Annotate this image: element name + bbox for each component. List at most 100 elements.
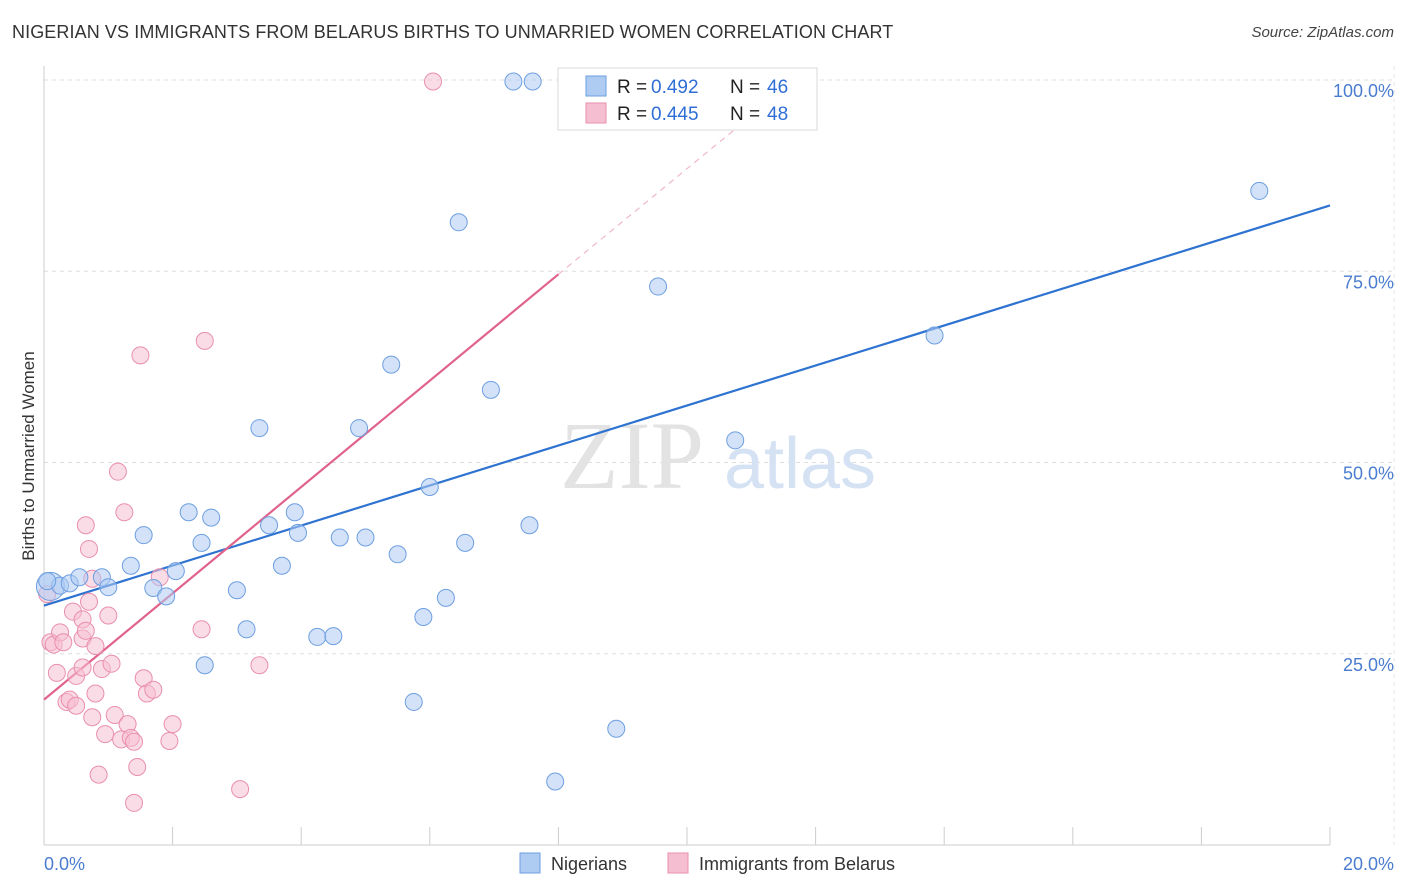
point-nigerians [404,692,423,711]
point-nigerians [420,477,439,496]
point-belarus [86,684,105,703]
point-belarus [231,780,250,799]
point-nigerians [504,72,523,91]
trend-line-blue [43,204,1331,607]
point-belarus [108,462,127,481]
point-nigerians [134,526,153,545]
legend-n-label-1: N = [730,77,760,98]
trend-line-extension-pink [558,110,759,275]
legend-n-value-1: 46 [767,77,788,98]
watermark-atlas: atlas [724,424,876,504]
point-belarus [89,765,108,784]
point-nigerians [288,523,307,542]
point-belarus [54,633,73,652]
point-nigerians [179,503,198,522]
legend-bottom-label-nigerians: Nigerians [551,854,627,874]
series-legend: Nigerians Immigrants from Belarus [519,852,895,874]
grid-lines [44,79,1394,655]
point-nigerians [144,578,163,597]
point-nigerians [157,587,176,606]
point-belarus [424,72,443,91]
point-belarus [83,708,102,727]
x-tick-label-max: 20.0% [1343,854,1394,874]
point-nigerians [414,608,433,627]
point-nigerians [520,516,539,535]
point-nigerians [436,588,455,607]
point-belarus [105,705,124,724]
point-belarus [67,696,86,715]
point-nigerians [237,620,256,639]
legend-bottom-swatch-belarus [667,852,689,874]
point-belarus [99,606,118,625]
point-nigerians [607,719,626,738]
point-nigerians [925,326,944,345]
legend-r-label-1: R = [617,77,647,98]
trend-lines [43,110,1331,701]
point-belarus [80,592,99,611]
point-belarus [76,621,95,640]
point-nigerians [166,562,185,581]
x-tick-labels: 0.0% 20.0% [44,854,1394,874]
point-nigerians [456,533,475,552]
y-tick-label: 25.0% [1343,655,1394,675]
point-nigerians [195,656,214,675]
point-belarus [115,503,134,522]
point-nigerians [382,355,401,374]
point-nigerians [726,431,745,450]
trend-line-pink [43,273,560,701]
legend-n-value-2: 48 [767,104,788,125]
point-nigerians [272,556,291,575]
point-nigerians [260,516,279,535]
point-nigerians [227,581,246,600]
y-axis-label: Births to Unmarried Women [19,351,38,560]
point-nigerians [449,213,468,232]
point-nigerians [330,528,349,547]
legend-r-value-1: 0.492 [651,77,699,98]
y-tick-labels: 25.0% 50.0% 75.0% 100.0% [1333,81,1394,675]
point-belarus [86,637,105,656]
legend-bottom-swatch-nigerians [519,852,541,874]
point-nigerians [121,556,140,575]
data-points [35,72,1269,812]
point-nigerians [192,533,211,552]
point-belarus [163,715,182,734]
x-tick-label-min: 0.0% [44,854,85,874]
point-nigerians [250,419,269,438]
point-nigerians [388,545,407,564]
point-nigerians [202,508,221,527]
correlation-legend: R = 0.492 N = 46 R = 0.445 N = 48 [557,67,818,131]
watermark: ZIP atlas [560,402,876,509]
point-nigerians [481,380,500,399]
point-belarus [125,732,144,751]
point-belarus [125,793,144,812]
point-nigerians [38,572,57,591]
source-credit: Source: ZipAtlas.com [1251,24,1394,41]
point-belarus [131,346,150,365]
point-belarus [195,331,214,350]
point-belarus [144,680,163,699]
point-belarus [47,663,66,682]
point-nigerians [324,627,343,646]
point-nigerians [649,277,668,296]
point-nigerians [308,627,327,646]
point-belarus [128,757,147,776]
point-nigerians [70,568,89,587]
legend-n-label-2: N = [730,104,760,125]
point-belarus [102,654,121,673]
legend-bottom-label-belarus: Immigrants from Belarus [699,854,895,874]
y-tick-label: 100.0% [1333,81,1394,101]
watermark-zip: ZIP [560,402,704,509]
point-belarus [192,620,211,639]
legend-swatch-belarus [585,102,607,124]
legend-r-value-2: 0.445 [651,104,699,125]
point-nigerians [546,772,565,791]
point-belarus [250,656,269,675]
legend-r-label-2: R = [617,104,647,125]
y-tick-label: 50.0% [1343,464,1394,484]
point-belarus [160,731,179,750]
point-belarus [76,516,95,535]
point-nigerians [99,578,118,597]
point-belarus [80,539,99,558]
chart-title: NIGERIAN VS IMMIGRANTS FROM BELARUS BIRT… [12,22,894,42]
